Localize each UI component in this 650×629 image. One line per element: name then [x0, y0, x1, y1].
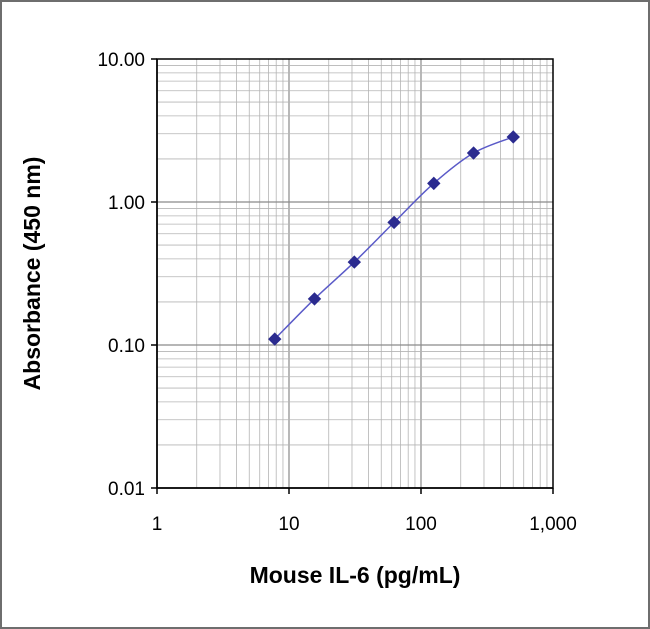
fit-curve — [274, 136, 514, 340]
x-tick-labels: 1 10 100 1,000 — [152, 514, 577, 535]
y-tick-label: 10.00 — [97, 50, 145, 71]
grid-lines — [156, 59, 553, 489]
data-point — [307, 292, 322, 306]
y-tick-label: 0.01 — [108, 479, 145, 500]
plot-area — [156, 58, 554, 489]
x-tick-label: 100 — [405, 514, 437, 535]
data-point — [347, 255, 362, 269]
y-axis-title: Absorbance (450 nm) — [19, 157, 45, 391]
data-point — [466, 146, 481, 160]
x-tick-label: 1,000 — [529, 514, 577, 535]
y-tick-label: 0.10 — [108, 336, 145, 357]
y-tick-label: 1.00 — [108, 193, 145, 214]
axes — [151, 58, 554, 494]
x-tick-label: 10 — [278, 514, 299, 535]
data-point — [268, 332, 282, 346]
data-point — [387, 215, 401, 230]
x-axis-title: Mouse IL-6 (pg/mL) — [250, 562, 461, 588]
data-point — [427, 176, 441, 191]
data-points — [268, 130, 520, 346]
x-tick-label: 1 — [152, 514, 163, 535]
y-tick-labels: 0.01 0.10 1.00 10.00 — [97, 50, 145, 500]
data-point — [506, 130, 520, 144]
